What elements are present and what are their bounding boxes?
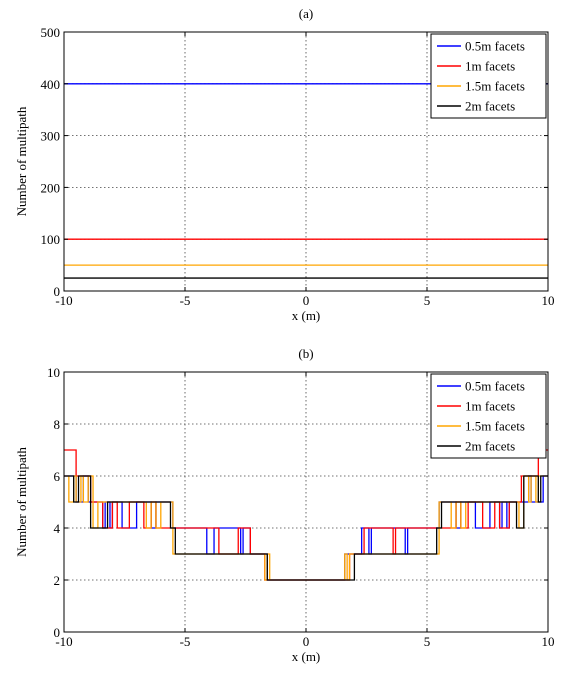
legend-entry: 0.5m facets: [465, 379, 525, 394]
panel-label: (a): [299, 6, 313, 21]
y-tick-label: 300: [41, 129, 61, 144]
x-tick-label: 5: [424, 634, 431, 649]
x-axis-label: x (m): [292, 308, 321, 323]
legend-entry: 2m facets: [465, 99, 515, 114]
x-tick-label: 0: [303, 634, 310, 649]
y-tick-label: 0: [54, 625, 61, 640]
y-axis-label: Number of multipath: [14, 447, 29, 557]
y-tick-label: 0: [54, 284, 61, 299]
x-tick-label: -5: [180, 293, 191, 308]
legend-box: [430, 33, 547, 119]
y-tick-label: 2: [54, 573, 61, 588]
legend: 0.5m facets 1m facets 1.5m facets 2m facets: [430, 33, 547, 119]
x-tick-label: 5: [424, 293, 431, 308]
y-axis-label: Number of multipath: [14, 106, 29, 216]
x-tick-label: -10: [55, 293, 72, 308]
x-tick-label: -10: [55, 634, 72, 649]
legend-entry: 2m facets: [465, 439, 515, 454]
x-axis-label: x (m): [292, 649, 321, 664]
legend-entry: 1.5m facets: [465, 419, 525, 434]
y-tick-label: 500: [41, 25, 61, 40]
panel-b: (b) -10 -5 0 5 10 0 2 4 6 8 10 x (m) Number of multip…: [14, 346, 555, 664]
legend-box: [430, 373, 547, 459]
x-tick-label: -5: [180, 634, 191, 649]
legend-entry: 1m facets: [465, 59, 515, 74]
x-tick-label: 10: [542, 293, 555, 308]
panel-label: (b): [298, 346, 313, 361]
series-line-2m-facets: [64, 475, 548, 581]
y-tick-label: 200: [41, 180, 61, 195]
y-tick-label: 4: [54, 521, 61, 536]
legend-entry: 1.5m facets: [465, 79, 525, 94]
x-tick-label: 10: [542, 634, 555, 649]
y-tick-label: 400: [41, 77, 61, 92]
legend: 0.5m facets 1m facets 1.5m facets 2m facets: [430, 373, 547, 459]
y-tick-label: 100: [41, 232, 61, 247]
y-tick-label: 10: [47, 365, 60, 380]
series-group: [64, 449, 548, 581]
legend-entry: 0.5m facets: [465, 39, 525, 54]
legend-entry: 1m facets: [465, 399, 515, 414]
y-tick-label: 8: [54, 417, 61, 432]
y-tick-label: 6: [54, 469, 61, 484]
x-tick-label: 0: [303, 293, 310, 308]
